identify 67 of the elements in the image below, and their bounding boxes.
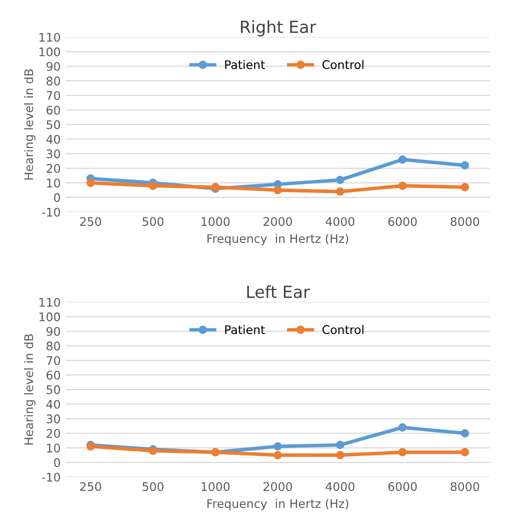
y-tick-label: -10 [42, 472, 60, 482]
y-tick-label: 20 [46, 429, 60, 438]
y-tick-label: 20 [46, 164, 60, 173]
legend-label: Control [322, 324, 364, 334]
y-tick-label: 80 [46, 76, 60, 86]
x-axis-title: Frequency in Hertz (Hz) [207, 498, 348, 510]
x-tick-label: 500 [142, 482, 164, 491]
x-tick-label: 1000 [202, 482, 230, 491]
chart-title: Left Ear [247, 285, 310, 298]
point [336, 450, 344, 460]
y-tick-label: 70 [46, 91, 60, 100]
y-tick-label: 90 [46, 326, 60, 336]
y-tick-label: 10 [47, 178, 60, 188]
x-tick-label: 4000 [326, 482, 354, 491]
y-tick-label: 60 [46, 106, 60, 115]
point [336, 176, 344, 184]
point [398, 182, 407, 190]
point [274, 186, 282, 194]
y-axis-title: Hearing level in dB [24, 334, 36, 444]
point [460, 183, 470, 192]
y-tick-label: 30 [46, 414, 60, 424]
y-tick-label: 50 [46, 120, 60, 130]
x-axis-title: Frequency in Hertz (Hz) [207, 234, 348, 246]
y-tick-label: 90 [46, 62, 60, 71]
y-tick-label: 0 [54, 458, 60, 468]
point [460, 429, 470, 438]
x-tick-label: 2000 [264, 482, 292, 491]
y-tick-label: 70 [46, 356, 60, 366]
x-tick-label: 1000 [202, 217, 230, 226]
x-tick-label: 6000 [388, 482, 417, 491]
y-tick-label: 60 [46, 370, 60, 380]
x-tick-label: 8000 [450, 217, 480, 226]
x-tick-label: 6000 [388, 217, 417, 226]
y-tick-label: 110 [40, 298, 60, 307]
point [460, 448, 470, 456]
y-tick-label: 40 [46, 134, 60, 144]
y-tick-label: 50 [46, 385, 60, 394]
point [398, 155, 407, 164]
point [398, 448, 407, 456]
point [274, 442, 282, 451]
x-tick-label: 2000 [264, 217, 292, 226]
y-tick-label: 0 [54, 193, 60, 202]
x-tick-label: 8000 [450, 482, 480, 491]
point [274, 450, 282, 460]
x-tick-label: 250 [80, 217, 102, 226]
legend-label: Patient [225, 60, 265, 70]
point [460, 161, 470, 170]
x-tick-label: 250 [80, 482, 102, 491]
point [336, 187, 344, 196]
point [86, 178, 95, 188]
x-tick-label: 4000 [326, 217, 354, 226]
y-tick-label: 30 [46, 149, 60, 158]
y-tick-label: 10 [47, 444, 60, 453]
point [398, 423, 407, 432]
y-tick-label: 80 [46, 342, 60, 350]
y-tick-label: 110 [40, 32, 60, 42]
point [336, 440, 344, 450]
legend-label: Patient [225, 324, 265, 334]
y-tick-label: 100 [40, 312, 60, 322]
y-tick-label: -10 [42, 208, 60, 217]
y-tick-label: 100 [40, 47, 60, 56]
x-tick-label: 500 [142, 217, 164, 226]
y-tick-label: 40 [46, 400, 60, 409]
y-axis-title: Hearing level in dB [24, 69, 36, 180]
point [148, 182, 158, 190]
legend-label: Control [322, 60, 364, 70]
chart-title: Right Ear [240, 20, 316, 36]
